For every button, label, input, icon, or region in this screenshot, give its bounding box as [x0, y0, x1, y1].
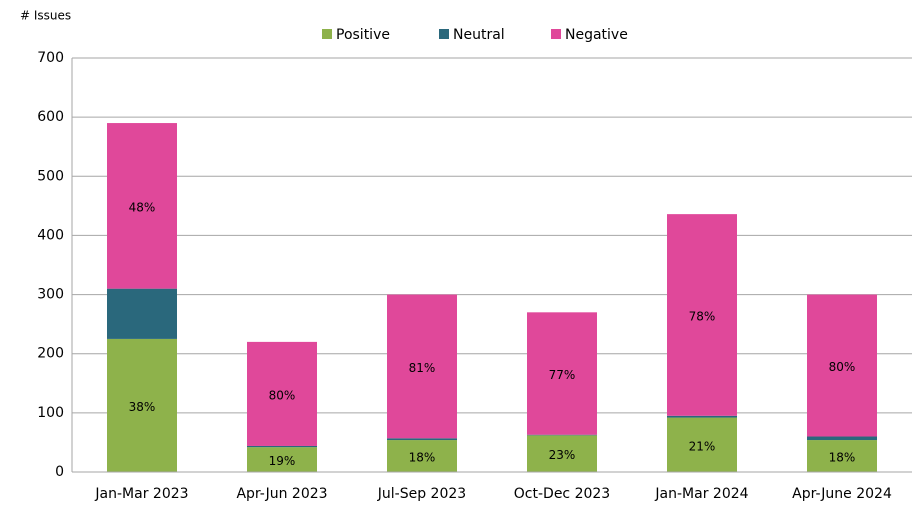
bar-segment — [667, 417, 737, 472]
y-tick-label: 700 — [37, 50, 64, 66]
y-tick-label: 0 — [55, 464, 64, 480]
data-label: 21% — [689, 439, 716, 453]
bar-segment — [247, 341, 317, 446]
bar-segment — [807, 436, 877, 441]
bar-segment — [107, 338, 177, 472]
x-tick-label: Jan-Mar 2024 — [654, 486, 748, 502]
legend-label: Negative — [565, 27, 628, 43]
x-tick-label: Apr-Jun 2023 — [236, 486, 327, 502]
y-tick-label: 400 — [37, 227, 64, 243]
bar-segment — [527, 312, 597, 435]
data-label: 18% — [409, 451, 436, 465]
bar-segment — [107, 288, 177, 339]
bar-segment — [667, 214, 737, 416]
data-label: 18% — [829, 451, 856, 465]
y-tick-label: 200 — [37, 346, 64, 362]
bar-segment — [527, 435, 597, 472]
bar-segment — [667, 415, 737, 418]
legend-swatch — [439, 29, 449, 39]
legend-swatch — [322, 29, 332, 39]
data-label: 81% — [409, 361, 436, 375]
x-tick-label: Apr-June 2024 — [792, 486, 892, 502]
bar-segment — [387, 438, 457, 441]
legend-swatch — [551, 29, 561, 39]
bar-segment — [527, 434, 597, 436]
y-tick-label: 500 — [37, 168, 64, 184]
bar-segment — [807, 440, 877, 472]
bar-segment — [107, 123, 177, 289]
data-label: 38% — [129, 400, 156, 414]
x-tick-label: Jan-Mar 2023 — [94, 486, 188, 502]
data-label: 48% — [129, 200, 156, 214]
data-label: 19% — [269, 454, 296, 468]
legend-label: Positive — [336, 27, 390, 43]
y-tick-label: 600 — [37, 109, 64, 125]
y-tick-label: 100 — [37, 405, 64, 421]
y-axis-label: # Issues — [20, 9, 71, 23]
data-label: 80% — [269, 388, 296, 402]
data-label: 77% — [549, 368, 576, 382]
bar-segment — [387, 440, 457, 472]
x-tick-label: Oct-Dec 2023 — [514, 486, 610, 502]
bar-segment — [807, 294, 877, 437]
data-label: 23% — [549, 448, 576, 462]
legend-label: Neutral — [453, 27, 505, 43]
data-label: 78% — [689, 309, 716, 323]
bar-segment — [247, 447, 317, 472]
data-label: 80% — [829, 360, 856, 374]
bar-segment — [247, 445, 317, 448]
x-tick-label: Jul-Sep 2023 — [377, 486, 466, 502]
y-tick-label: 300 — [37, 287, 64, 303]
bar-segment — [387, 294, 457, 439]
